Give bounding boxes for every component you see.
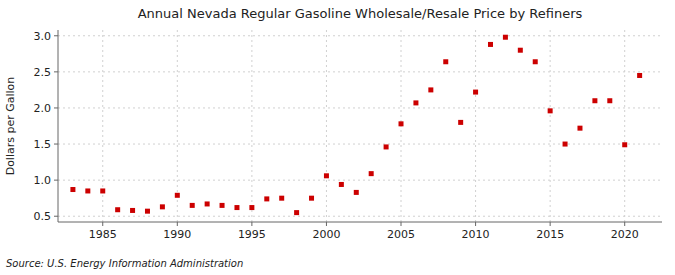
x-tick-label: 1995 — [238, 228, 266, 241]
y-tick — [54, 216, 58, 217]
y-tick — [54, 144, 58, 145]
x-tick — [475, 222, 476, 226]
axes: 1985 1990 1995 2000 2005 2010 2015 2020 0.5 1.0 1.… — [34, 30, 663, 241]
point — [130, 208, 135, 213]
y-tick — [54, 107, 58, 108]
point — [339, 182, 344, 187]
x-tick — [624, 222, 625, 226]
y-tick-label: 2.0 — [34, 102, 52, 115]
y-grid-line — [58, 216, 662, 217]
y-axis-line — [58, 30, 59, 222]
point — [115, 207, 120, 212]
point — [592, 98, 597, 103]
x-tick — [102, 222, 103, 226]
y-tick — [54, 71, 58, 72]
point — [145, 209, 150, 214]
y-tick — [54, 180, 58, 181]
point — [473, 90, 478, 95]
x-tick-label: 2005 — [387, 228, 415, 241]
points — [70, 35, 642, 215]
y-tick-label: 2.5 — [34, 66, 52, 79]
point — [413, 100, 418, 105]
x-axis-line — [58, 222, 662, 223]
point — [533, 59, 538, 64]
point — [548, 108, 553, 113]
point — [488, 42, 493, 47]
point — [264, 196, 269, 201]
point — [428, 87, 433, 92]
x-tick-label: 1990 — [163, 228, 191, 241]
y-tick-label: 3.0 — [34, 30, 52, 43]
y-tick — [54, 35, 58, 36]
point — [160, 204, 165, 209]
point — [100, 188, 105, 193]
point — [384, 144, 389, 149]
title: Annual Nevada Regular Gasoline Wholesale… — [138, 6, 583, 21]
point — [354, 190, 359, 195]
point — [249, 205, 254, 210]
x-tick-label: 2010 — [462, 228, 490, 241]
point — [399, 121, 404, 126]
x-tick — [177, 222, 178, 226]
y-tick-label: 1.0 — [34, 174, 52, 187]
x-grid-line — [326, 30, 327, 222]
point — [205, 201, 210, 206]
source-note: Source: U.S. Energy Information Administ… — [6, 258, 243, 269]
y-tick-label: 1.5 — [34, 138, 52, 151]
x-grid-line — [550, 30, 551, 222]
x-tick — [251, 222, 252, 226]
point — [563, 142, 568, 147]
point — [622, 142, 627, 147]
x-tick-label: 2020 — [611, 228, 639, 241]
point — [503, 35, 508, 40]
chart: 1985 1990 1995 2000 2005 2010 2015 2020 0.5 1.0 1.… — [0, 0, 675, 275]
point — [518, 48, 523, 53]
point — [309, 196, 314, 201]
point — [234, 205, 239, 210]
point — [85, 188, 90, 193]
y-grid-line — [58, 107, 662, 108]
point — [294, 210, 299, 215]
y-grid-line — [58, 35, 662, 36]
x-grid-line — [624, 30, 625, 222]
x-tick-label: 1985 — [89, 228, 117, 241]
point — [458, 120, 463, 125]
y-axis-label: Dollars per Gallon — [4, 77, 17, 176]
point — [577, 126, 582, 131]
point — [369, 171, 374, 176]
y-tick-label: 0.5 — [34, 210, 52, 223]
x-tick — [326, 222, 327, 226]
y-grid-line — [58, 71, 662, 72]
point — [607, 98, 612, 103]
x-grid-line — [251, 30, 252, 222]
x-tick-label: 2000 — [312, 228, 340, 241]
y-grid-line — [58, 144, 662, 145]
point — [637, 73, 642, 78]
x-tick-label: 2015 — [536, 228, 564, 241]
point — [324, 173, 329, 178]
y-grid-line — [58, 180, 662, 181]
x-tick — [550, 222, 551, 226]
point — [279, 196, 284, 201]
grid — [58, 30, 662, 222]
point — [443, 59, 448, 64]
point — [220, 203, 225, 208]
point — [190, 203, 195, 208]
point — [175, 193, 180, 198]
x-tick — [401, 222, 402, 226]
x-grid-line — [475, 30, 476, 222]
point — [70, 187, 75, 192]
